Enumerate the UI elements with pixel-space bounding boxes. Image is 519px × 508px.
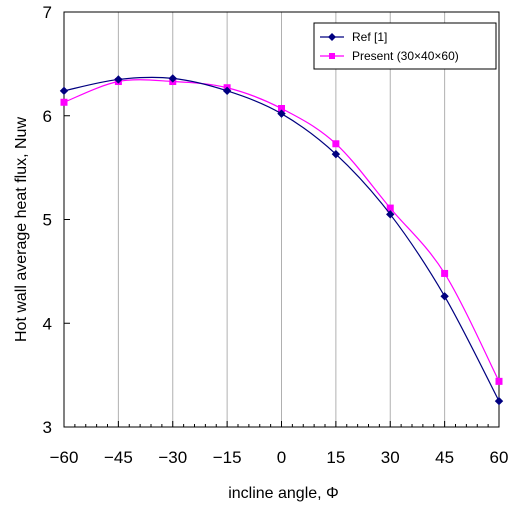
- legend-label-present: Present (30×40×60): [352, 49, 459, 63]
- data-point-diamond: [331, 149, 341, 159]
- data-point-square: [495, 377, 503, 385]
- axis-ticks: [63, 11, 500, 428]
- x-tick-label: −15: [213, 448, 242, 467]
- y-tick-label: 3: [43, 418, 52, 437]
- data-point-square: [60, 98, 68, 106]
- grid-lines: [117, 12, 446, 427]
- y-tick-label: 5: [43, 211, 52, 230]
- data-point-square: [386, 204, 394, 212]
- y-tick-label: 4: [43, 314, 52, 333]
- x-tick-label: 60: [490, 448, 509, 467]
- series-line: [63, 76, 500, 402]
- data-point-diamond: [222, 86, 232, 96]
- data-point-square: [332, 140, 340, 148]
- x-axis-title: incline angle, Φ: [228, 485, 339, 502]
- legend-marker-square: [329, 53, 335, 59]
- x-tick-label: 0: [277, 448, 286, 467]
- x-tick-label: 30: [381, 448, 400, 467]
- data-point-diamond: [114, 75, 123, 84]
- x-tick-label: −60: [50, 448, 79, 467]
- x-tick-label: −45: [104, 448, 133, 467]
- data-point-diamond: [440, 292, 449, 301]
- legend-box: [313, 22, 497, 70]
- data-point-diamond: [59, 86, 69, 96]
- legend-marker-diamond: [328, 33, 336, 41]
- y-tick-label: 6: [43, 107, 52, 126]
- data-point-square: [278, 104, 285, 112]
- data-point-square: [441, 269, 449, 277]
- x-tick-label: 15: [326, 448, 345, 467]
- x-tick-label: −30: [158, 448, 187, 467]
- legend-label-ref: Ref [1]: [352, 30, 387, 44]
- data-point-diamond: [277, 109, 286, 118]
- series-layer: [59, 74, 504, 406]
- x-tick-label: 45: [435, 448, 454, 467]
- legend: Ref [1] Present (30×40×60): [313, 22, 497, 70]
- data-point-diamond: [494, 396, 504, 406]
- y-tick-label: 7: [43, 3, 52, 22]
- y-axis-title: Hot wall average heat flux, Nuw: [13, 117, 30, 342]
- series-ref: [59, 74, 504, 406]
- data-point-diamond: [168, 74, 177, 83]
- data-point-diamond: [386, 210, 395, 219]
